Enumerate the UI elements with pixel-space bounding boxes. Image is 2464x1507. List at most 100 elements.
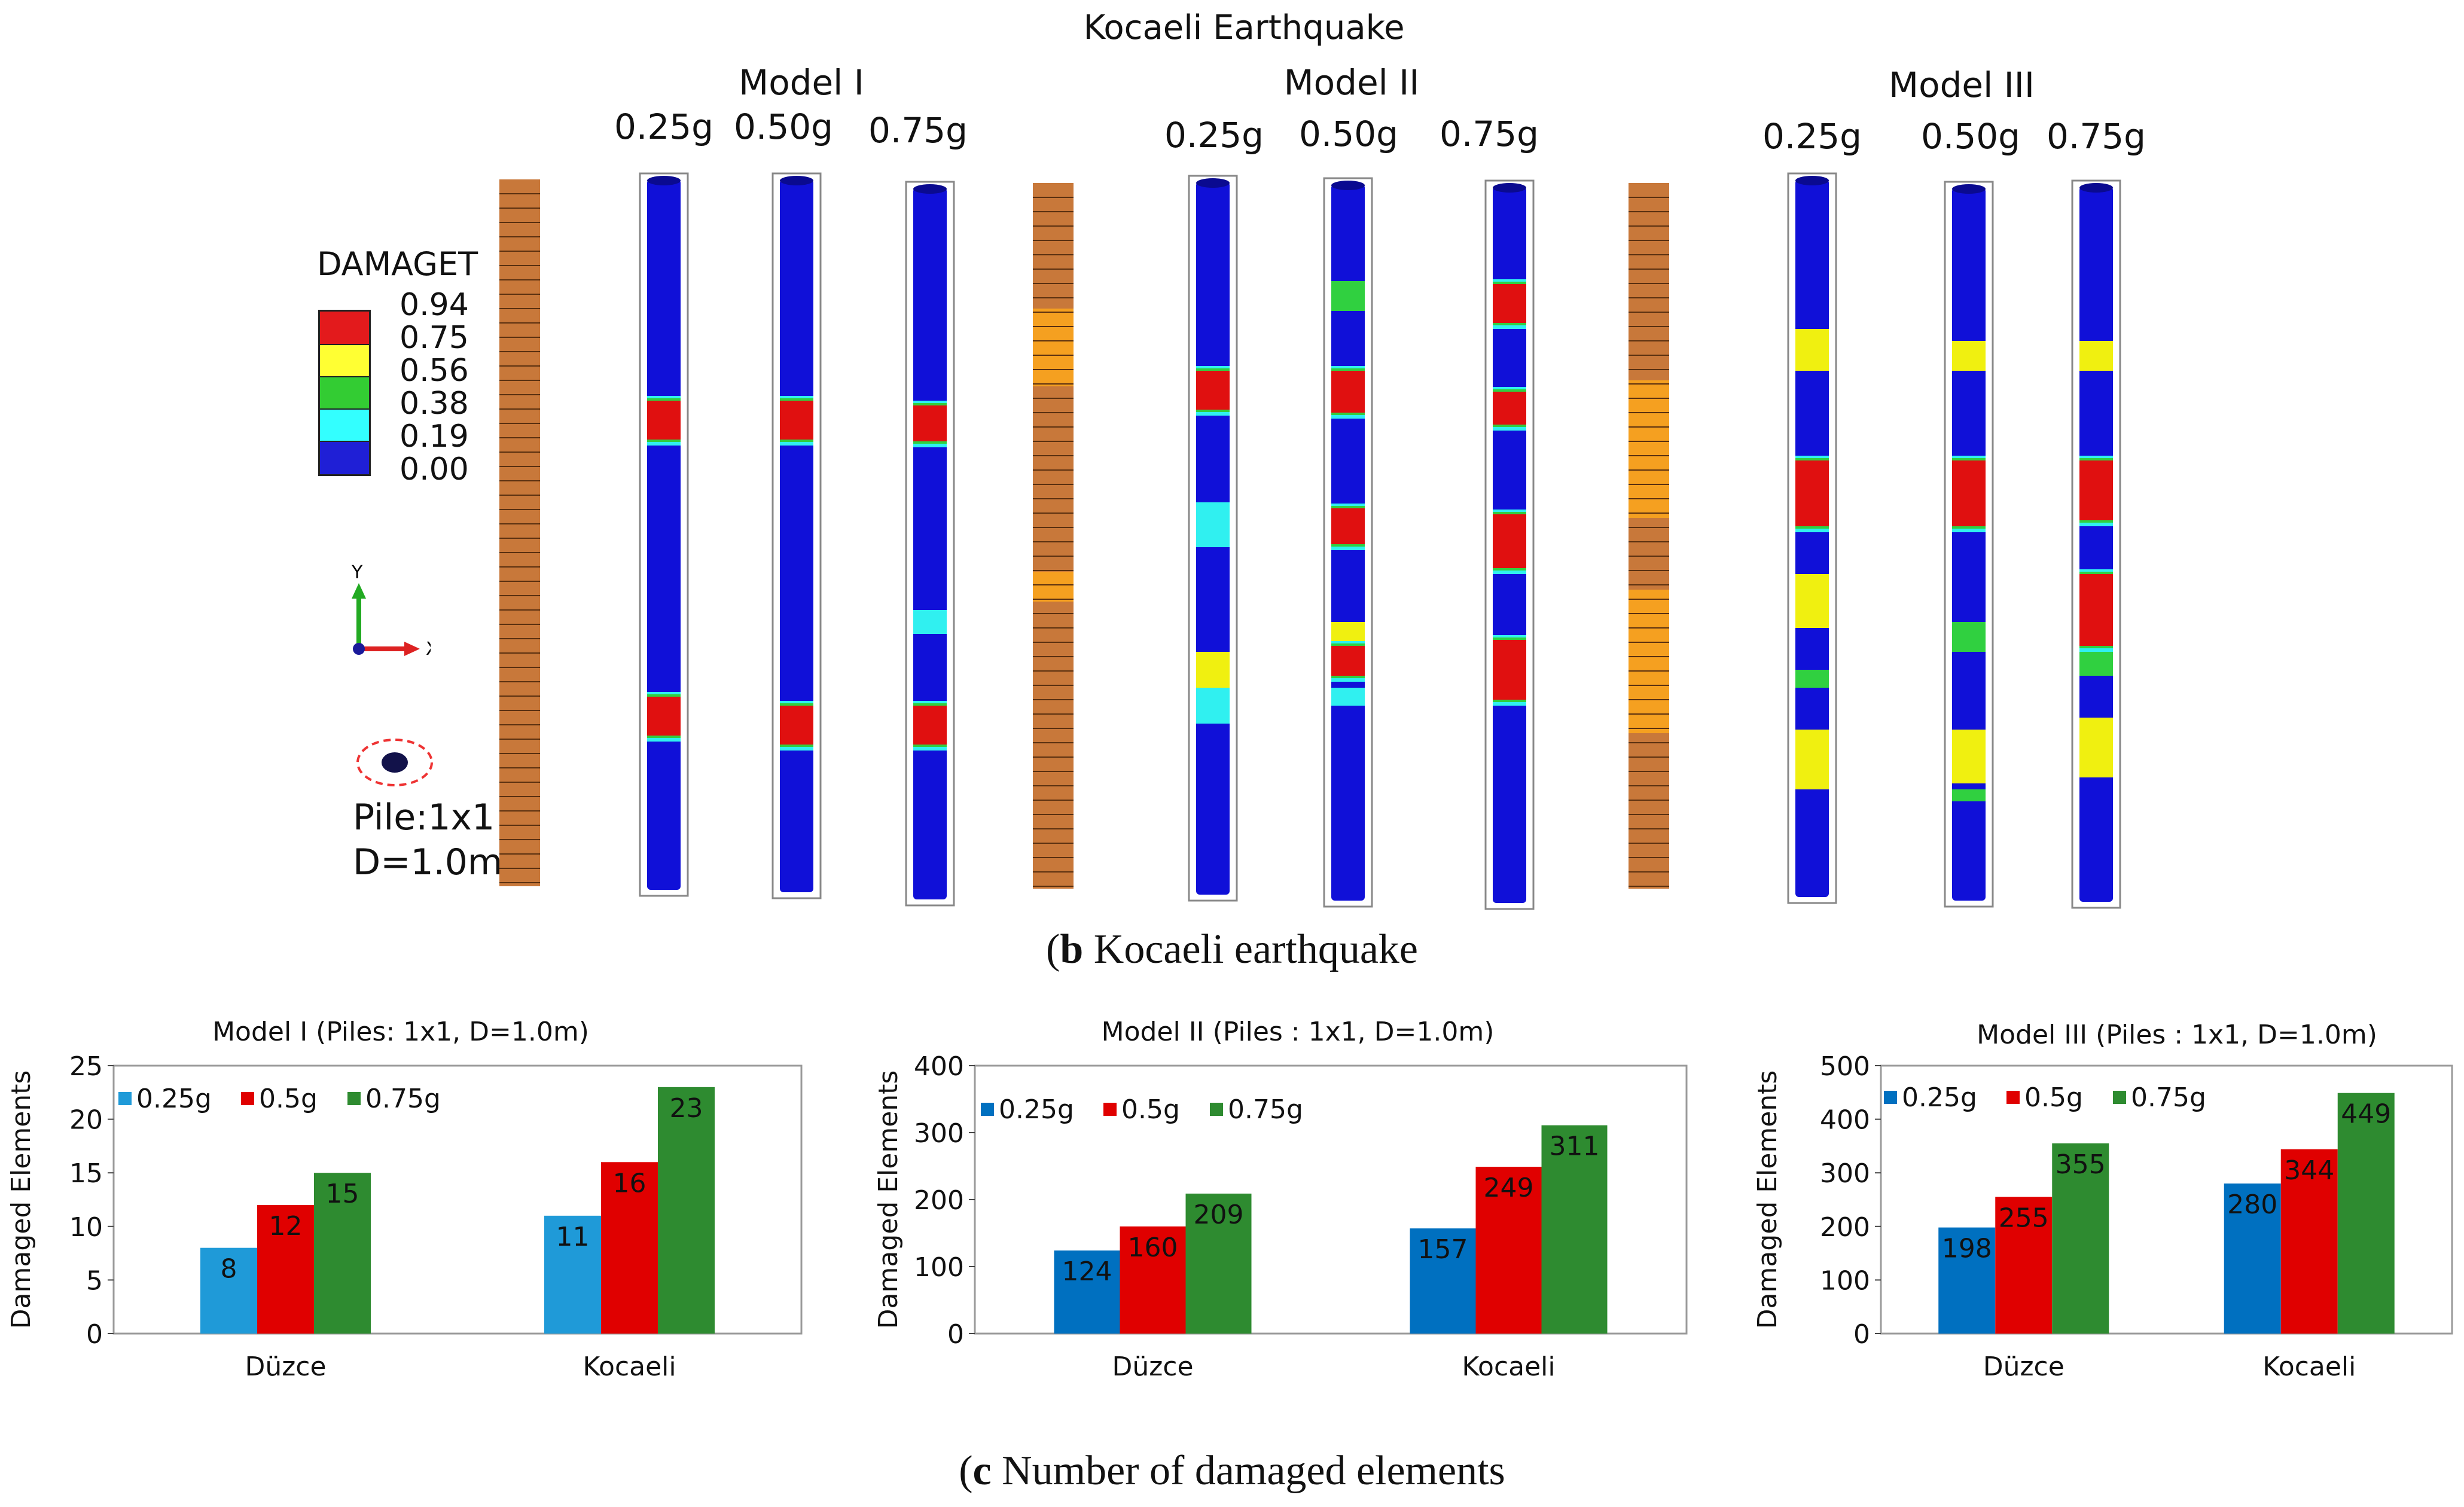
damage-edge — [1493, 427, 1526, 431]
damage-edge — [1795, 526, 1829, 530]
damage-edge — [647, 738, 681, 742]
pile-bounding-frame — [1188, 175, 1238, 902]
y-tick-label: 100 — [914, 1252, 964, 1283]
y-axis-label: Damaged Elements — [873, 1070, 904, 1329]
pile-top — [780, 176, 813, 185]
damage-edge — [2079, 523, 2113, 526]
y-tick-label: 300 — [1820, 1158, 1870, 1189]
bar — [1185, 1193, 1252, 1334]
legend-value: 0.94 — [400, 287, 469, 323]
pile-bounding-frame — [1484, 179, 1535, 910]
pile-bounding-frame — [1944, 181, 1994, 908]
legend-value: 0.56 — [400, 353, 469, 389]
damage-edge — [1493, 637, 1526, 641]
bar-value-label: 449 — [2341, 1099, 2391, 1130]
damage-edge — [913, 745, 947, 748]
damage-edge — [1493, 512, 1526, 515]
bar-value-label: 255 — [1999, 1203, 2049, 1234]
legend-entry: 0.5g — [2024, 1082, 2083, 1113]
pile-damage-contours — [499, 172, 2121, 910]
axis-label-x: X — [426, 639, 431, 660]
bar — [1120, 1226, 1186, 1334]
pile-top — [1493, 183, 1526, 193]
damage-edge — [1795, 529, 1829, 532]
bar — [1541, 1125, 1608, 1334]
bar — [658, 1087, 715, 1334]
bar — [2052, 1143, 2109, 1334]
soil-column-body — [1033, 183, 1074, 889]
bar-value-label: 249 — [1484, 1173, 1534, 1203]
damage-band — [1795, 460, 1829, 526]
soil-soft-layer — [1033, 309, 1074, 386]
damage-edge — [1331, 504, 1365, 507]
bar — [2337, 1093, 2395, 1334]
legend-swatch-cyan — [320, 410, 369, 442]
pile-diameter-label: D=1.0m — [353, 841, 503, 883]
bar-value-label: 16 — [613, 1168, 647, 1198]
pile-body — [2079, 187, 2113, 902]
damage-edge — [780, 747, 813, 751]
legend-swatch — [2113, 1091, 2126, 1104]
bar-value-label: 198 — [1942, 1234, 1992, 1264]
damage-edge — [1196, 410, 1230, 413]
damage-edge — [1952, 529, 1986, 532]
damage-edge — [1493, 282, 1526, 285]
caption-c-letter: c — [972, 1448, 992, 1494]
damage-band — [1331, 508, 1365, 544]
damage-edge — [1331, 415, 1365, 419]
legend-swatch — [241, 1092, 254, 1105]
legend-entry: 0.25g — [999, 1094, 1074, 1125]
y-tick-label: 20 — [69, 1105, 103, 1136]
axis-label-y: Y — [351, 562, 363, 583]
damage-edge — [1331, 413, 1365, 416]
model-3-level-050: 0.50g — [1921, 116, 2020, 157]
bar-chart-model-3: 0 100 200 300 400 500 Damaged Elements 19825535… — [1752, 1051, 2453, 1382]
damage-edge — [1493, 425, 1526, 428]
x-category-label: Düzce — [1983, 1352, 2064, 1382]
caption-b-text: Kocaeli earthquake — [1083, 926, 1418, 972]
legend-entry: 0.25g — [1902, 1082, 1977, 1113]
legend-colorbar — [318, 310, 371, 476]
soil-column — [1629, 183, 1669, 889]
damage-band — [2079, 718, 2113, 777]
damage-edge — [780, 396, 813, 399]
bar-value-label: 23 — [670, 1093, 703, 1124]
y-tick-label: 300 — [914, 1118, 964, 1149]
pile — [771, 172, 822, 899]
damage-band — [1493, 514, 1526, 568]
damage-edge — [647, 442, 681, 446]
damage-band — [2079, 460, 2113, 520]
chart-3-title: Model III (Piles : 1x1, D=1.0m) — [1977, 1020, 2377, 1050]
damage-edge — [647, 440, 681, 443]
soil-column-body — [1629, 183, 1669, 889]
damage-edge — [780, 703, 813, 707]
bar — [1995, 1197, 2053, 1334]
pile-top — [647, 176, 681, 185]
damage-band — [1795, 730, 1829, 789]
model-2-level-050: 0.50g — [1299, 114, 1398, 154]
legend-entry: 0.5g — [259, 1084, 318, 1114]
damage-band — [2079, 574, 2113, 646]
damage-band — [913, 405, 947, 441]
y-tick-label: 25 — [69, 1051, 103, 1082]
bar-value-label: 8 — [221, 1254, 237, 1285]
origin-icon — [353, 643, 365, 655]
damage-edge — [780, 398, 813, 402]
y-tick-label: 0 — [947, 1319, 964, 1350]
x-category-label: Kocaeli — [583, 1352, 676, 1382]
damage-edge — [1952, 456, 1986, 459]
caption-c-text: Number of damaged elements — [991, 1448, 1505, 1494]
damage-edge — [1331, 643, 1365, 647]
legend-entry: 0.25g — [136, 1084, 212, 1114]
x-category-label: Kocaeli — [2262, 1352, 2356, 1382]
damage-edge — [1331, 506, 1365, 510]
damage-band — [1795, 670, 1829, 688]
damage-edge — [913, 703, 947, 707]
legend-value: 0.00 — [400, 452, 469, 487]
legend-entry: 0.75g — [2131, 1082, 2206, 1113]
damage-edge — [1331, 544, 1365, 548]
damage-edge — [1196, 412, 1230, 416]
damage-band — [1952, 789, 1986, 801]
damage-edge — [913, 747, 947, 751]
damage-edge — [1196, 366, 1230, 370]
